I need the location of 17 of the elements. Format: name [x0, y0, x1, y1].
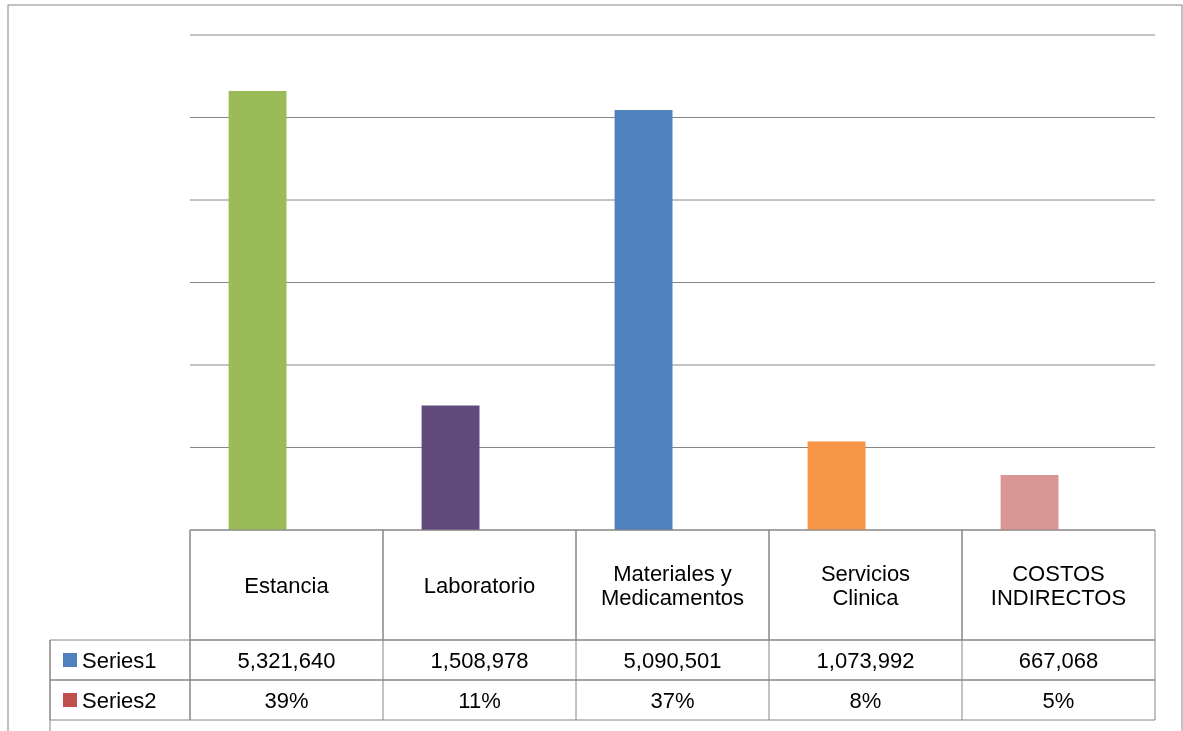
data-label: 1,073,992 — [816, 647, 915, 673]
data-label: 5,321,640 — [237, 647, 336, 673]
x-tick-label: Laboratorio — [423, 572, 536, 598]
data-label: 5% — [1042, 687, 1075, 713]
legend-label: Series2 — [82, 687, 157, 713]
data-label: 1,508,978 — [430, 647, 529, 673]
data-label: 39% — [264, 687, 309, 713]
data-label: 11% — [458, 687, 501, 713]
x-tick-label: COSTOS INDIRECTOS — [990, 560, 1127, 610]
x-tick-label: Servicios Clinica — [820, 560, 911, 610]
data-label: 667,068 — [1018, 647, 1099, 673]
data-label: 5,090,501 — [623, 647, 722, 673]
x-tick-label: Estancia — [244, 572, 330, 598]
x-tick-label: Materiales y Medicamentos — [600, 560, 745, 610]
data-label: 37% — [650, 687, 695, 713]
data-label: 8% — [849, 687, 882, 713]
legend-label: Series1 — [82, 647, 157, 673]
